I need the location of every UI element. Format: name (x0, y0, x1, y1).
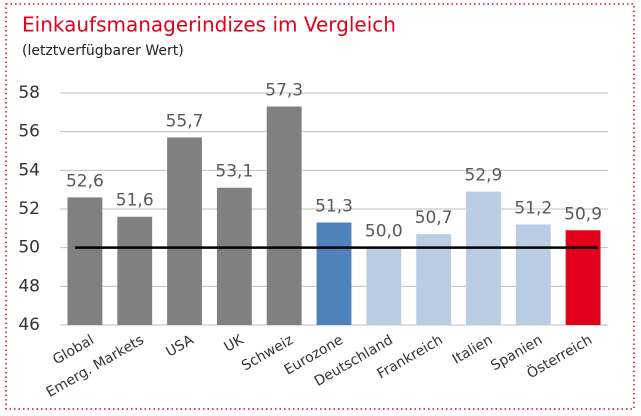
value-label: 55,7 (166, 111, 204, 131)
x-tick-label: USA (163, 332, 196, 361)
bar (117, 216, 153, 325)
bar (167, 137, 202, 325)
y-tick-label: 52 (18, 199, 40, 219)
value-label: 50,0 (365, 222, 403, 242)
bar (316, 222, 352, 325)
y-tick-label: 46 (18, 315, 40, 335)
y-tick-label: 48 (18, 276, 40, 296)
bar (466, 191, 501, 325)
y-tick-label: 56 (18, 122, 40, 142)
value-label: 51,6 (116, 191, 154, 211)
value-label: 50,7 (415, 208, 453, 228)
bar (266, 106, 302, 326)
value-label: 52,6 (66, 171, 104, 191)
bar (515, 224, 551, 325)
bar (366, 247, 402, 325)
chart-title: Einkaufsmanagerindizes im Vergleich (22, 13, 396, 37)
bar (216, 187, 252, 325)
y-tick-label: 54 (18, 160, 40, 180)
value-label: 50,9 (564, 204, 602, 224)
bar (565, 230, 601, 325)
bar (67, 197, 103, 325)
x-tick-label: UK (222, 332, 248, 356)
bar (416, 234, 452, 325)
value-label: 53,1 (215, 162, 253, 182)
value-label: 51,3 (315, 197, 353, 217)
value-label: 57,3 (265, 81, 303, 101)
y-tick-label: 50 (18, 238, 40, 258)
frame (5, 3, 635, 410)
value-label: 52,9 (465, 166, 503, 186)
y-tick-label: 58 (18, 83, 40, 103)
chart-subtitle: (letztverfügbarer Wert) (22, 43, 184, 59)
value-label: 51,2 (514, 198, 552, 218)
